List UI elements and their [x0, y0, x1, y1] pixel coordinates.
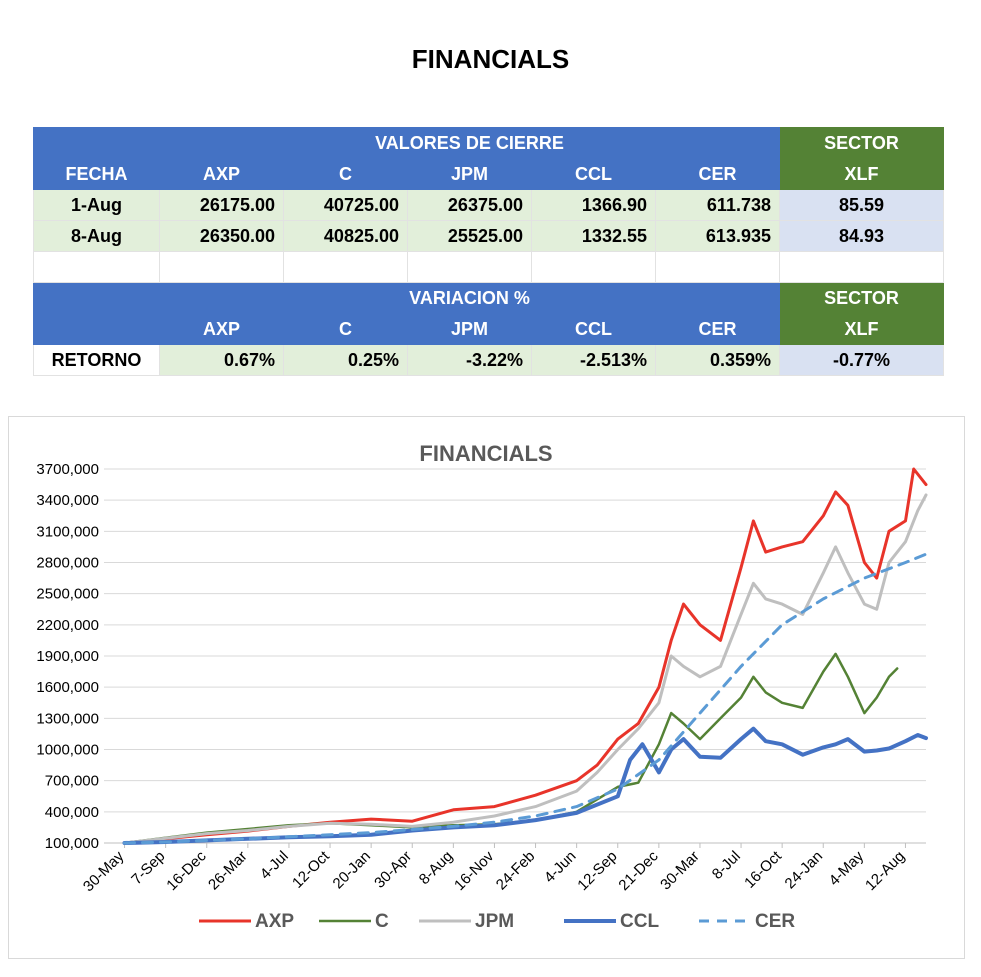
- x-tick-label: 12-Aug: [862, 848, 908, 894]
- header-spacer: [33, 282, 160, 314]
- y-tick-label: 1900,000: [36, 648, 99, 665]
- y-tick-label: 3100,000: [36, 523, 99, 540]
- legend-label-cer: CER: [755, 911, 795, 932]
- x-tick-label: 16-Oct: [741, 847, 785, 891]
- x-tick-label: 4-May: [826, 847, 868, 889]
- cell-jpm: -3.22%: [407, 344, 532, 376]
- x-tick-label: 4-Jun: [541, 848, 580, 887]
- header-spacer: [33, 127, 160, 159]
- blank-row: [33, 251, 944, 283]
- col-jpm: JPM: [407, 313, 532, 345]
- y-tick-label: 400,000: [45, 804, 99, 821]
- cell-xlf: 84.93: [779, 220, 944, 252]
- col-ccl: CCL: [531, 158, 656, 190]
- y-tick-label: 1000,000: [36, 742, 99, 759]
- series-line-c: [123, 652, 899, 845]
- col-axp: AXP: [159, 158, 284, 190]
- x-tick-label: 16-Nov: [451, 847, 498, 894]
- page-title: FINANCIALS: [411, 44, 570, 74]
- cell-retorno-label: RETORNO: [33, 344, 160, 376]
- cell-date: 1-Aug: [33, 189, 160, 221]
- line-chart: FINANCIALS 100,000 400,000 700,000 1000,000…: [36, 441, 928, 932]
- legend-label-c: C: [375, 911, 389, 932]
- table-row: 1-Aug 26175.00 40725.00 26375.00 1366.90…: [33, 189, 944, 221]
- x-tick-label: 30-May: [80, 847, 128, 895]
- cell-jpm: 25525.00: [407, 220, 532, 252]
- cell-cer: 613.935: [655, 220, 780, 252]
- sector-header: SECTOR: [779, 282, 944, 314]
- y-tick-label: 1600,000: [36, 679, 99, 696]
- gridlines: [104, 468, 926, 844]
- series-lines: [122, 467, 928, 845]
- cell-ccl: 1332.55: [531, 220, 656, 252]
- x-tick-label: 20-Jan: [330, 848, 374, 892]
- x-tick-label: 24-Feb: [493, 848, 539, 894]
- col-fecha: FECHA: [33, 158, 160, 190]
- col-empty: [33, 313, 160, 345]
- cell-axp: 26350.00: [159, 220, 284, 252]
- x-tick-label: 12-Sep: [574, 848, 620, 894]
- x-tick-label: 24-Jan: [782, 848, 826, 892]
- cell-axp: 0.67%: [159, 344, 284, 376]
- cell-cer: 0.359%: [655, 344, 780, 376]
- legend-label-jpm: JPM: [475, 911, 514, 932]
- closing-values-table: VALORES DE CIERRE SECTOR FECHA AXP C JPM…: [33, 127, 944, 376]
- chart-title: FINANCIALS: [419, 441, 552, 466]
- table-row: 8-Aug 26350.00 40825.00 25525.00 1332.55…: [33, 220, 944, 252]
- cell-date: 8-Aug: [33, 220, 160, 252]
- cell-c: 0.25%: [283, 344, 408, 376]
- series-line-cer: [123, 552, 928, 845]
- legend-label-axp: AXP: [255, 911, 294, 932]
- series-line-axp: [123, 467, 928, 845]
- series-line-ccl: [122, 726, 928, 845]
- x-tick-label: 8-Jul: [709, 848, 744, 883]
- x-tick-label: 30-Mar: [657, 848, 703, 894]
- x-tick-label: 21-Dec: [615, 847, 662, 894]
- col-c: C: [283, 313, 408, 345]
- y-tick-label: 2500,000: [36, 586, 99, 603]
- cell-axp: 26175.00: [159, 189, 284, 221]
- col-axp: AXP: [159, 313, 284, 345]
- col-cer: CER: [655, 313, 780, 345]
- y-axis: 100,000 400,000 700,000 1000,000 1300,000 160…: [36, 461, 99, 852]
- y-tick-label: 2200,000: [36, 617, 99, 634]
- y-tick-label: 1300,000: [36, 710, 99, 727]
- cell-jpm: 26375.00: [407, 189, 532, 221]
- cell-xlf: 85.59: [779, 189, 944, 221]
- series-line-jpm: [123, 493, 928, 845]
- closing-values-header: VALORES DE CIERRE: [159, 127, 780, 159]
- col-cer: CER: [655, 158, 780, 190]
- cell-c: 40725.00: [283, 189, 408, 221]
- y-tick-label: 700,000: [45, 773, 99, 790]
- variation-header: VARIACION %: [159, 282, 780, 314]
- cell-ccl: 1366.90: [531, 189, 656, 221]
- x-tick-label: 4-Jul: [257, 848, 292, 883]
- col-c: C: [283, 158, 408, 190]
- y-tick-label: 2800,000: [36, 555, 99, 572]
- table-row: RETORNO 0.67% 0.25% -3.22% -2.513% 0.359…: [33, 344, 944, 376]
- chart-area: FINANCIALS 100,000 400,000 700,000 1000,000…: [8, 416, 965, 959]
- col-xlf: XLF: [779, 313, 944, 345]
- col-ccl: CCL: [531, 313, 656, 345]
- cell-xlf: -0.77%: [779, 344, 944, 376]
- cell-ccl: -2.513%: [531, 344, 656, 376]
- x-tick-label: 30-Apr: [371, 848, 415, 892]
- col-jpm: JPM: [407, 158, 532, 190]
- col-xlf: XLF: [779, 158, 944, 190]
- sector-header: SECTOR: [779, 127, 944, 159]
- y-tick-label: 3400,000: [36, 492, 99, 509]
- y-tick-label: 100,000: [45, 835, 99, 852]
- x-tick-label: 26-Mar: [205, 848, 251, 894]
- x-tick-label: 12-Oct: [289, 847, 333, 891]
- legend: AXP C JPM CCL CER: [199, 911, 795, 932]
- y-tick-label: 3700,000: [36, 461, 99, 478]
- legend-label-ccl: CCL: [620, 911, 659, 932]
- cell-c: 40825.00: [283, 220, 408, 252]
- cell-cer: 611.738: [655, 189, 780, 221]
- x-tick-label: 16-Dec: [163, 847, 210, 894]
